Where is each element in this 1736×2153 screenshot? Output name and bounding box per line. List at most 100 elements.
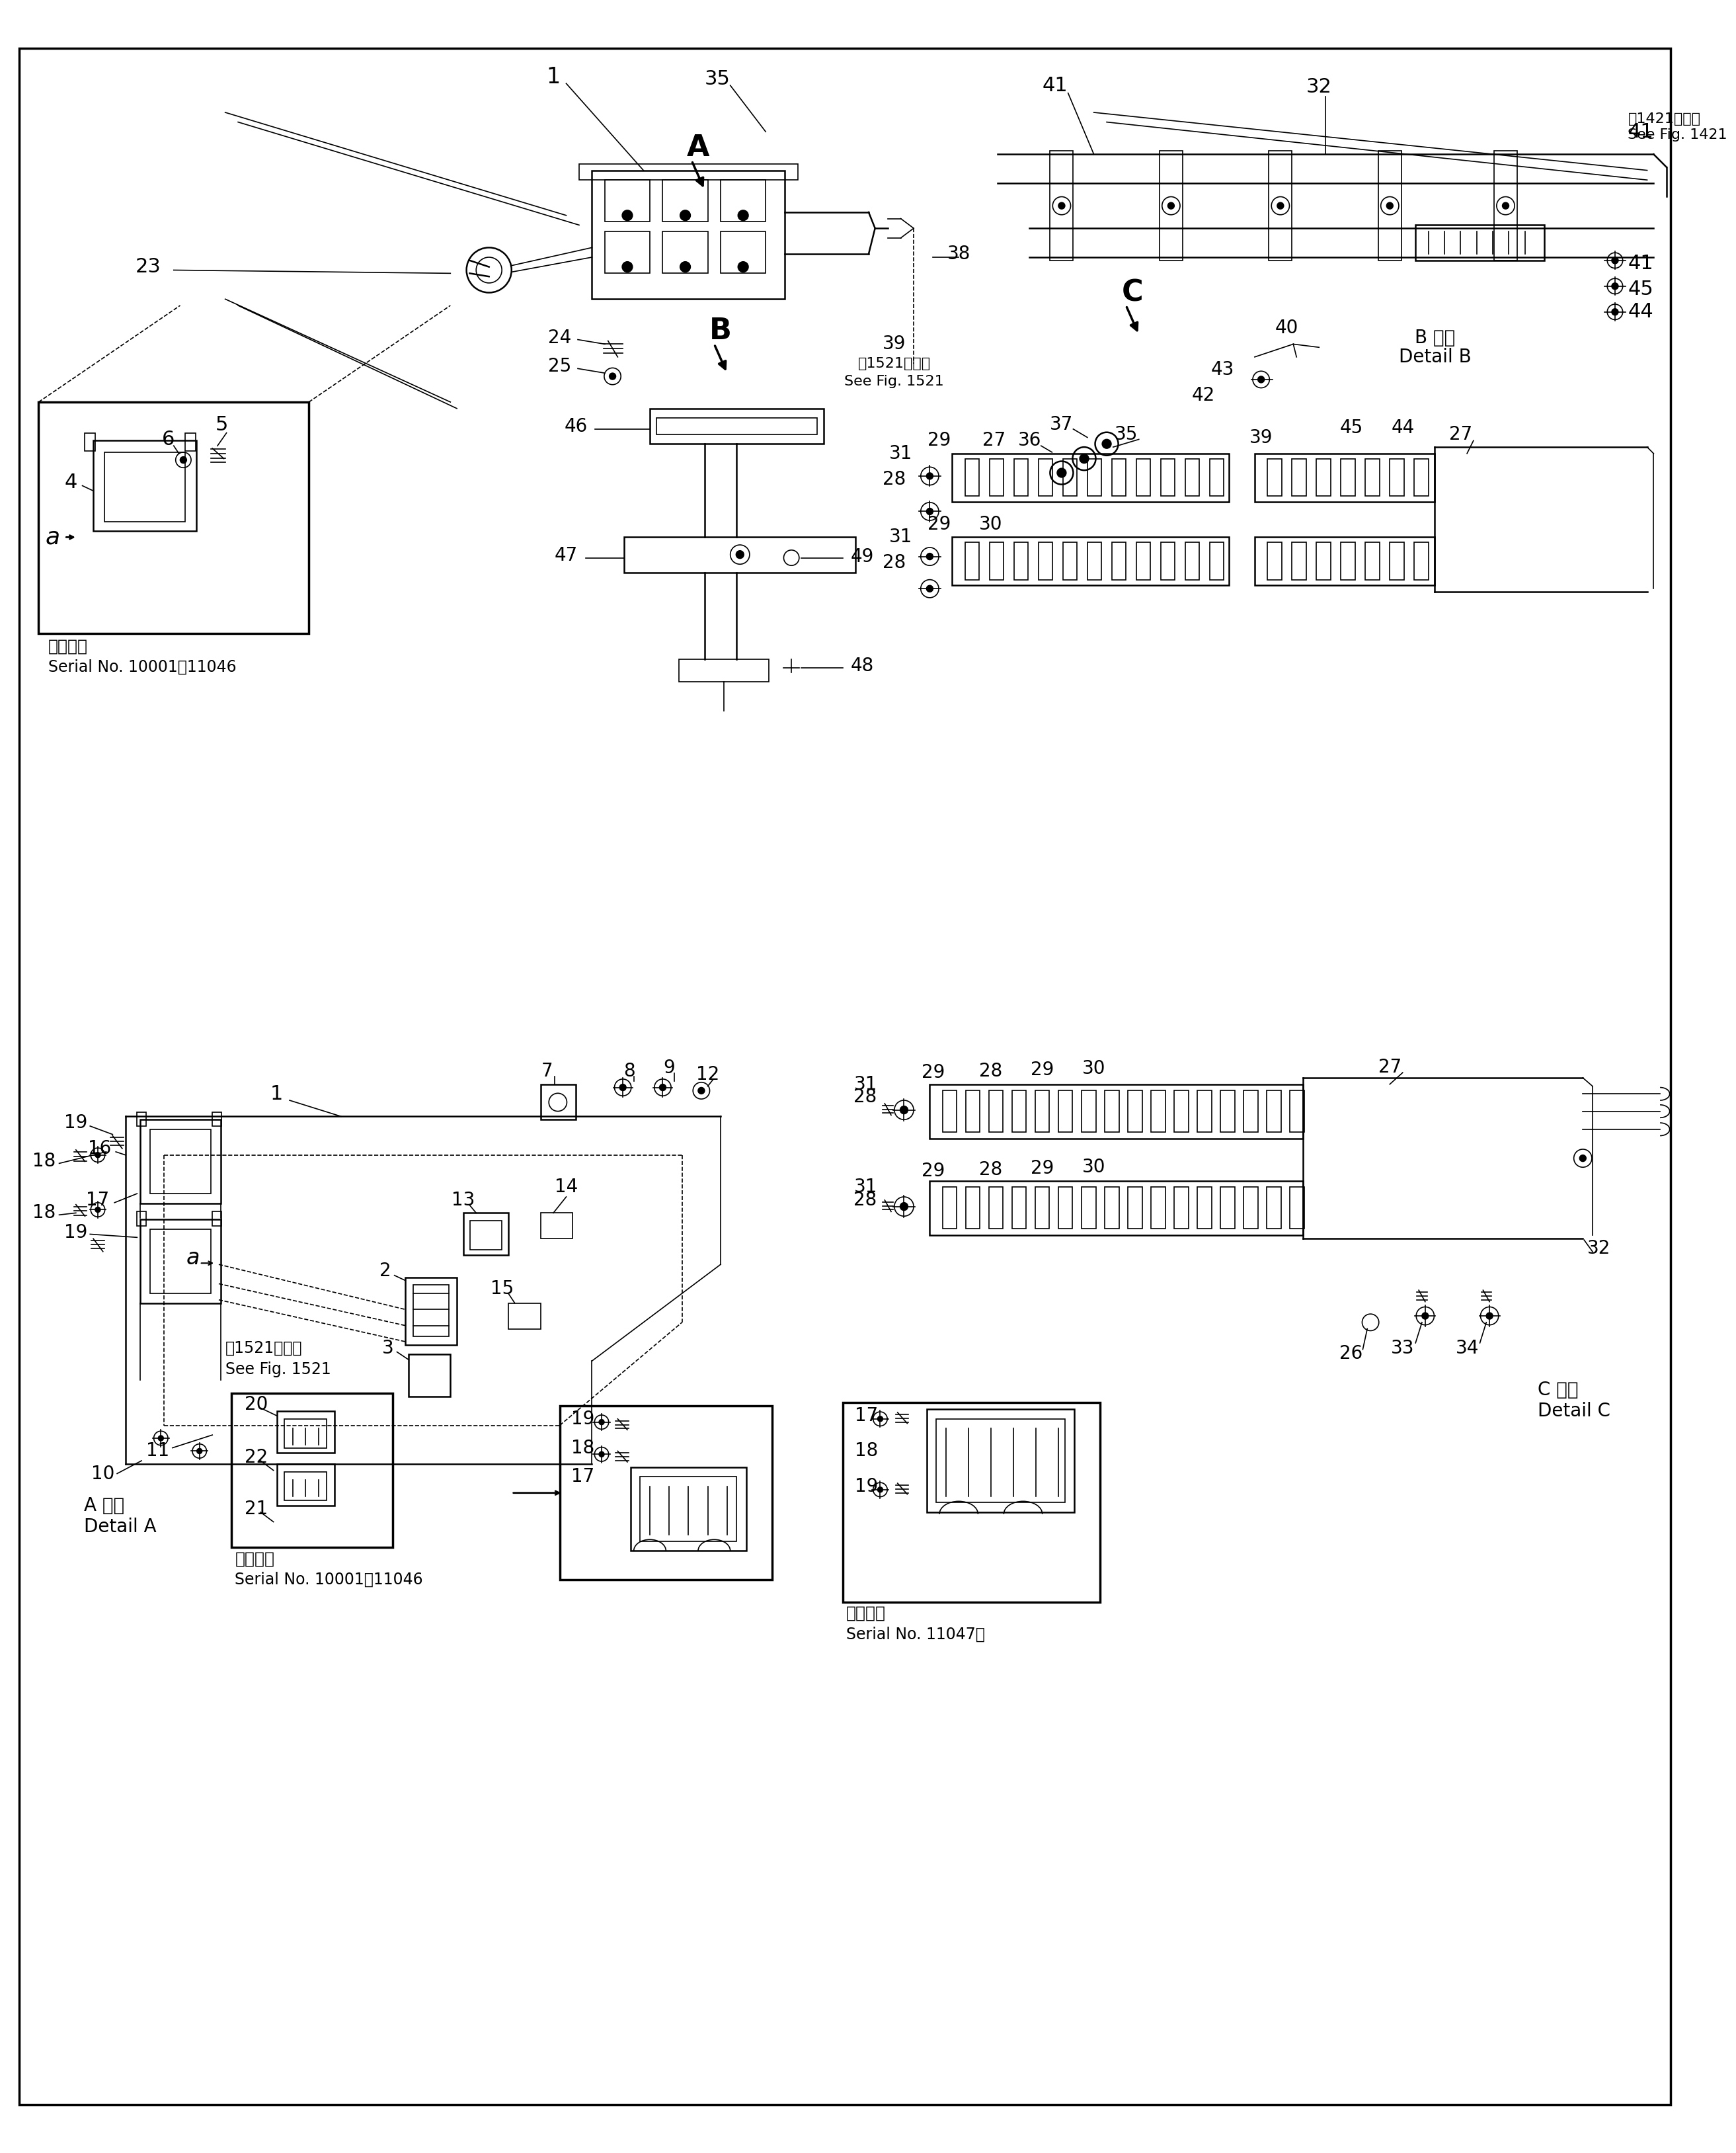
Bar <box>990 1186 1003 1229</box>
Text: 41: 41 <box>1628 254 1653 273</box>
Text: 第1421図参照: 第1421図参照 <box>1628 112 1701 125</box>
Text: Serial No. 10001～11046: Serial No. 10001～11046 <box>234 1572 424 1587</box>
Text: 7: 7 <box>542 1061 552 1081</box>
Bar <box>285 1473 326 1501</box>
Circle shape <box>1422 1313 1429 1320</box>
Text: 49: 49 <box>851 547 873 566</box>
Bar <box>1378 151 1401 261</box>
Bar <box>965 1186 979 1229</box>
Bar <box>990 1092 1003 1132</box>
Text: 39: 39 <box>882 336 906 353</box>
Circle shape <box>621 211 632 220</box>
Circle shape <box>599 1419 604 1425</box>
Bar <box>1316 543 1330 579</box>
Circle shape <box>1168 202 1174 209</box>
Text: 29: 29 <box>927 515 951 534</box>
Text: 2: 2 <box>380 1262 391 1281</box>
Text: 20: 20 <box>245 1395 267 1415</box>
Bar <box>1104 1186 1120 1229</box>
Bar <box>1128 1092 1142 1132</box>
Circle shape <box>738 263 748 271</box>
Bar <box>625 538 856 573</box>
Bar <box>679 659 769 683</box>
Bar <box>1137 543 1151 579</box>
Bar <box>1340 543 1356 579</box>
Circle shape <box>878 1488 884 1492</box>
Circle shape <box>927 474 932 480</box>
Text: 46: 46 <box>564 418 587 435</box>
Bar <box>663 233 708 273</box>
Bar <box>1292 459 1305 495</box>
Bar <box>1035 1092 1050 1132</box>
Bar <box>1415 543 1429 579</box>
Text: Detail B: Detail B <box>1399 349 1470 366</box>
Text: 6: 6 <box>161 431 175 450</box>
Circle shape <box>1259 377 1264 383</box>
Bar <box>649 409 823 444</box>
Text: 17: 17 <box>571 1468 595 1486</box>
Text: 19: 19 <box>854 1477 878 1496</box>
Text: A: A <box>687 133 710 161</box>
Text: 15: 15 <box>490 1279 514 1298</box>
Circle shape <box>621 263 632 271</box>
Bar <box>1292 543 1305 579</box>
Text: 27: 27 <box>983 431 1005 450</box>
Text: 28: 28 <box>979 1160 1002 1180</box>
Bar <box>1255 538 1436 586</box>
Text: 35: 35 <box>705 69 731 88</box>
Text: 45: 45 <box>1628 280 1653 299</box>
Bar <box>1050 151 1073 261</box>
Bar <box>276 1410 335 1453</box>
Circle shape <box>1580 1154 1587 1160</box>
Circle shape <box>1502 202 1509 209</box>
Text: See Fig. 1521: See Fig. 1521 <box>844 375 944 388</box>
Text: 39: 39 <box>1250 428 1272 446</box>
Circle shape <box>1486 1313 1493 1320</box>
Bar <box>720 181 766 222</box>
Bar <box>990 459 1003 495</box>
Bar <box>1082 1186 1095 1229</box>
Text: 41: 41 <box>1628 123 1653 142</box>
Bar <box>1038 459 1052 495</box>
Bar <box>470 1221 502 1249</box>
Bar <box>720 233 766 273</box>
Bar <box>276 1464 335 1505</box>
Text: 18: 18 <box>854 1443 878 1460</box>
Circle shape <box>1080 454 1088 463</box>
Bar <box>1137 459 1151 495</box>
Bar <box>104 452 186 521</box>
Text: 27: 27 <box>1450 424 1472 444</box>
Bar <box>1174 1092 1189 1132</box>
Bar <box>953 454 1229 502</box>
Bar <box>38 403 309 633</box>
Text: 18: 18 <box>31 1204 56 1223</box>
Text: 47: 47 <box>554 547 578 564</box>
Text: 40: 40 <box>1276 319 1299 338</box>
Circle shape <box>95 1208 101 1212</box>
Bar <box>1210 459 1224 495</box>
Text: 31: 31 <box>889 527 913 547</box>
Text: 17: 17 <box>87 1191 109 1210</box>
Bar <box>1290 1092 1304 1132</box>
Bar <box>85 433 95 450</box>
Text: C: C <box>1121 278 1144 308</box>
Bar <box>592 170 785 299</box>
Bar <box>1255 454 1436 502</box>
Text: 28: 28 <box>882 553 906 573</box>
Circle shape <box>1059 202 1064 209</box>
Text: 11: 11 <box>146 1443 170 1460</box>
Bar <box>1495 151 1517 261</box>
Bar <box>141 1120 220 1204</box>
Text: 16: 16 <box>89 1139 111 1158</box>
Text: 28: 28 <box>979 1061 1002 1081</box>
Text: 48: 48 <box>851 657 873 676</box>
Bar <box>580 164 799 181</box>
Text: 12: 12 <box>696 1066 719 1083</box>
Circle shape <box>1611 256 1618 263</box>
Text: 31: 31 <box>889 444 913 463</box>
Text: 1: 1 <box>271 1085 283 1104</box>
Bar <box>212 1111 220 1126</box>
Bar <box>1364 459 1380 495</box>
Bar <box>408 1354 450 1397</box>
Bar <box>1364 543 1380 579</box>
